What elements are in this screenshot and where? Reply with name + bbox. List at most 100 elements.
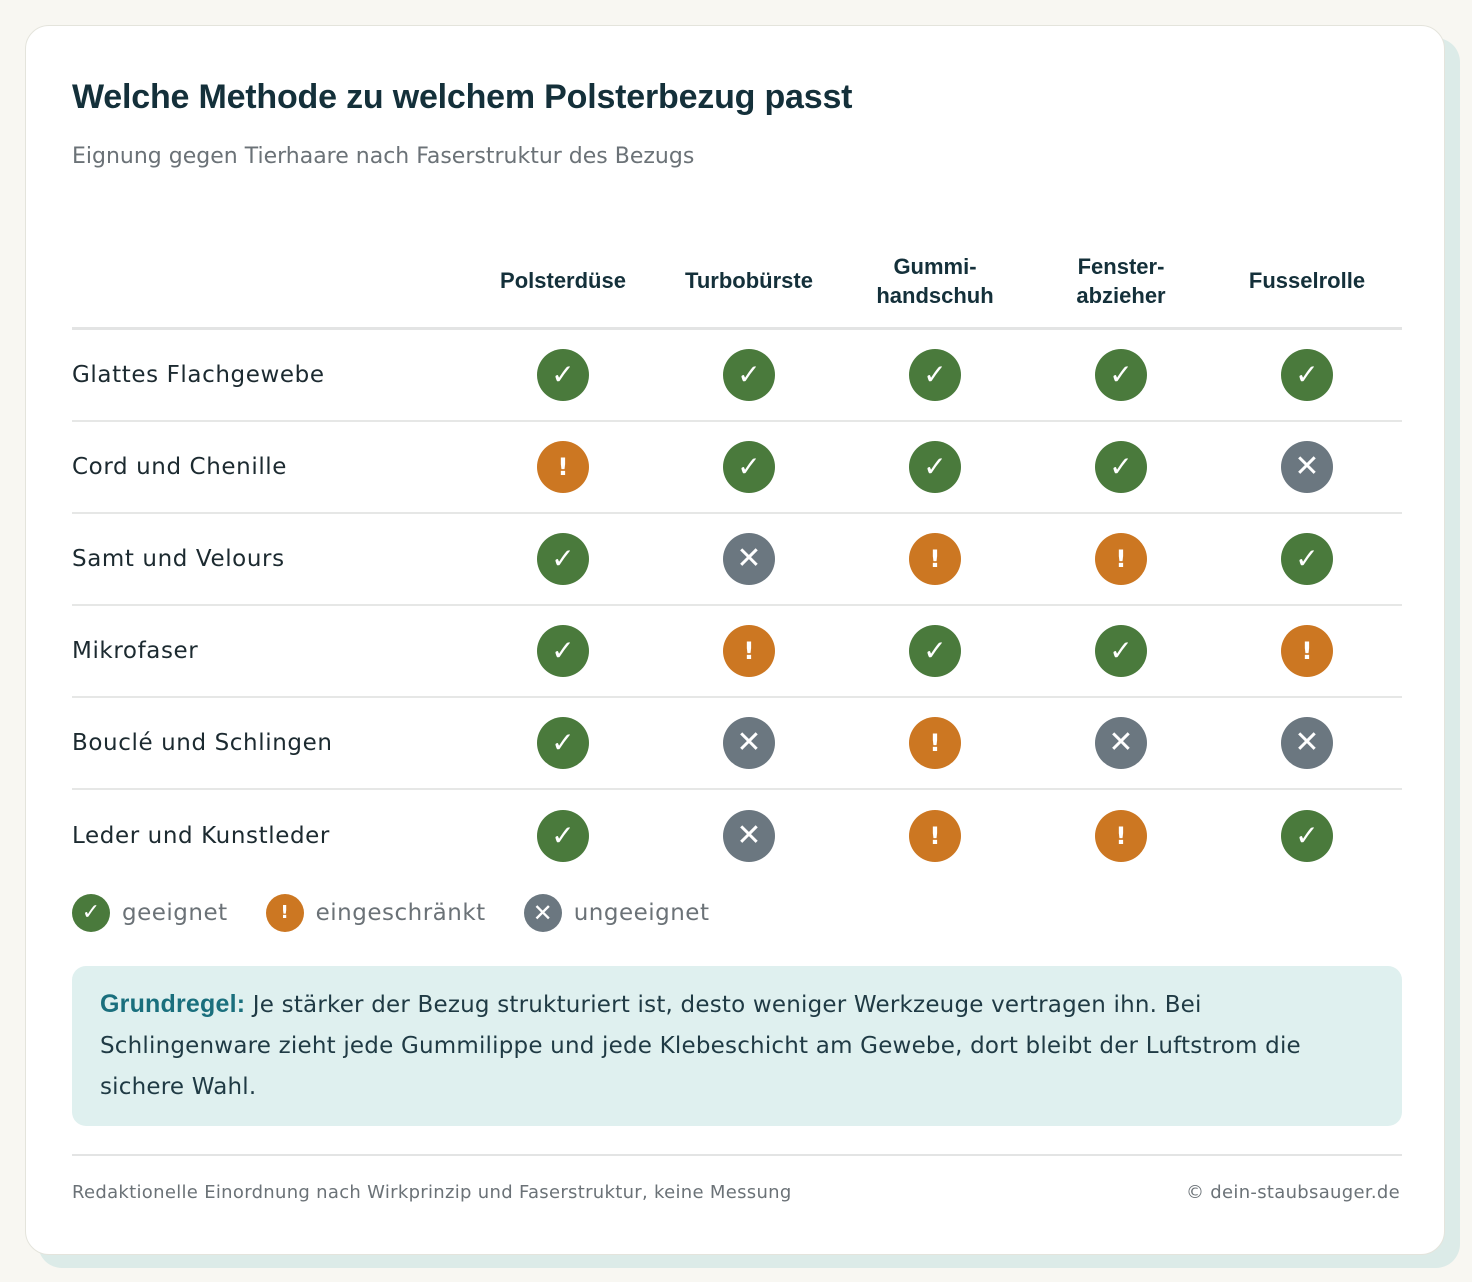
- rating-cell: !: [842, 810, 1028, 862]
- footer-divider: [72, 1154, 1402, 1156]
- matrix-body: Glattes Flachgewebe ✓ ✓ ✓ ✓ ✓ Cord und Chenill…: [72, 330, 1402, 882]
- table-row: Cord und Chenille! ✓ ✓ ✓ ✕: [72, 422, 1402, 514]
- rating-cell: ✓: [1214, 349, 1400, 401]
- checkmark-icon: ✓: [1095, 349, 1147, 401]
- checkmark-icon: ✓: [537, 349, 589, 401]
- rating-cell: !: [1214, 625, 1400, 677]
- table-row: Leder und Kunstleder ✓ ✕!! ✓: [72, 790, 1402, 882]
- checkmark-icon: ✓: [537, 625, 589, 677]
- row-label: Bouclé und Schlingen: [72, 730, 333, 756]
- exclamation-icon: !: [537, 441, 589, 493]
- checkmark-icon: ✓: [909, 349, 961, 401]
- column-header: Fusselrolle: [1248, 268, 1366, 293]
- checkmark-icon: ✓: [723, 349, 775, 401]
- rating-cell: ✕: [656, 810, 842, 862]
- checkmark-icon: ✓: [909, 625, 961, 677]
- column-header: Polsterdüse: [500, 268, 626, 293]
- matrix-header-row: Polsterdüse Turbobürste Gummi- handschuh…: [72, 234, 1402, 330]
- rating-cell: !: [470, 441, 656, 493]
- page-title: Welche Methode zu welchem Polsterbezug p…: [72, 78, 853, 116]
- rating-cell: ✓: [1028, 625, 1214, 677]
- checkmark-icon: ✓: [537, 717, 589, 769]
- legend-label: ungeeignet: [573, 900, 710, 926]
- legend-label: geeignet: [122, 900, 228, 926]
- rating-cell: ✓: [470, 810, 656, 862]
- checkmark-icon: ✓: [1095, 441, 1147, 493]
- cross-icon: ✕: [1095, 717, 1147, 769]
- cross-icon: ✕: [723, 717, 775, 769]
- rating-cell: ✕: [656, 717, 842, 769]
- checkmark-icon: ✓: [537, 533, 589, 585]
- cross-icon: ✕: [523, 894, 562, 932]
- legend-item-warn: ! eingeschränkt: [265, 894, 486, 932]
- rating-cell: ✓: [842, 625, 1028, 677]
- checkmark-icon: ✓: [72, 894, 110, 932]
- rule-note: Grundregel: Je stärker der Bezug struktu…: [72, 966, 1402, 1126]
- rating-cell: ✓: [656, 441, 842, 493]
- column-header: Fenster- abzieher: [1076, 253, 1166, 308]
- exclamation-icon: !: [909, 717, 961, 769]
- cross-icon: ✕: [723, 810, 775, 862]
- rating-cell: ✓: [656, 349, 842, 401]
- row-label: Leder und Kunstleder: [72, 823, 330, 849]
- rating-cell: ✓: [470, 625, 656, 677]
- rating-cell: !: [1028, 810, 1214, 862]
- table-row: Bouclé und Schlingen ✓ ✕! ✕ ✕: [72, 698, 1402, 790]
- row-label: Glattes Flachgewebe: [72, 362, 325, 388]
- rating-cell: ✓: [1028, 349, 1214, 401]
- rating-cell: ✓: [470, 533, 656, 585]
- rule-text: Je stärker der Bezug strukturiert ist, d…: [100, 992, 1301, 1100]
- table-row: Samt und Velours ✓ ✕!! ✓: [72, 514, 1402, 606]
- cross-icon: ✕: [723, 533, 775, 585]
- table-row: Mikrofaser ✓! ✓ ✓!: [72, 606, 1402, 698]
- cross-icon: ✕: [1281, 717, 1333, 769]
- exclamation-icon: !: [1095, 533, 1147, 585]
- rating-cell: ✓: [842, 441, 1028, 493]
- page-subtitle: Eignung gegen Tierhaare nach Faserstrukt…: [72, 144, 695, 169]
- exclamation-icon: !: [723, 625, 775, 677]
- rating-cell: ✓: [1028, 441, 1214, 493]
- column-header: Turbobürste: [685, 268, 813, 293]
- checkmark-icon: ✓: [1281, 349, 1333, 401]
- checkmark-icon: ✓: [1281, 810, 1333, 862]
- column-header: Gummi- handschuh: [876, 253, 994, 308]
- checkmark-icon: ✓: [1281, 533, 1333, 585]
- legend: ✓ geeignet ! eingeschränkt ✕ ungeeignet: [72, 894, 747, 932]
- rule-lead: Grundregel:: [100, 990, 246, 1018]
- rating-cell: ✓: [1214, 810, 1400, 862]
- checkmark-icon: ✓: [909, 441, 961, 493]
- rating-cell: ✓: [470, 349, 656, 401]
- row-label: Mikrofaser: [72, 638, 199, 664]
- rating-cell: ✓: [842, 349, 1028, 401]
- footer-note: Redaktionelle Einordnung nach Wirkprinzi…: [72, 1182, 792, 1203]
- rating-cell: ✓: [1214, 533, 1400, 585]
- legend-item-no: ✕ ungeeignet: [523, 894, 710, 932]
- row-label: Samt und Velours: [72, 546, 285, 572]
- rating-cell: !: [1028, 533, 1214, 585]
- rating-cell: !: [842, 533, 1028, 585]
- exclamation-icon: !: [265, 894, 304, 932]
- legend-item-ok: ✓ geeignet: [72, 894, 228, 932]
- rating-cell: ✕: [1214, 441, 1400, 493]
- rating-cell: ✕: [1214, 717, 1400, 769]
- legend-label: eingeschränkt: [315, 900, 486, 926]
- rating-cell: !: [842, 717, 1028, 769]
- matrix-card: Welche Methode zu welchem Polsterbezug p…: [25, 25, 1445, 1255]
- rating-cell: ✕: [1028, 717, 1214, 769]
- matrix-corner: [72, 234, 470, 327]
- cross-icon: ✕: [1281, 441, 1333, 493]
- rating-cell: !: [656, 625, 842, 677]
- checkmark-icon: ✓: [537, 810, 589, 862]
- exclamation-icon: !: [1281, 625, 1333, 677]
- rating-cell: ✕: [656, 533, 842, 585]
- exclamation-icon: !: [1095, 810, 1147, 862]
- checkmark-icon: ✓: [723, 441, 775, 493]
- exclamation-icon: !: [909, 533, 961, 585]
- row-label: Cord und Chenille: [72, 454, 288, 480]
- exclamation-icon: !: [909, 810, 961, 862]
- table-row: Glattes Flachgewebe ✓ ✓ ✓ ✓ ✓: [72, 330, 1402, 422]
- rating-cell: ✓: [470, 717, 656, 769]
- footer-copyright: © dein-staubsauger.de: [1185, 1182, 1400, 1203]
- checkmark-icon: ✓: [1095, 625, 1147, 677]
- suitability-matrix: Polsterdüse Turbobürste Gummi- handschuh…: [72, 234, 1402, 882]
